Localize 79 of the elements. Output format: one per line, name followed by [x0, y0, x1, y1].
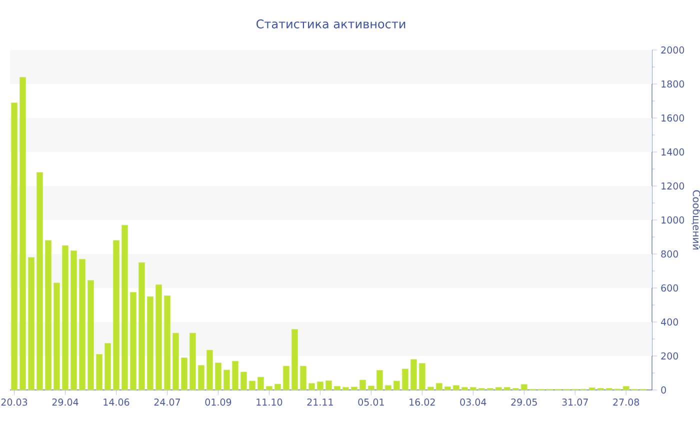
bar: [300, 366, 306, 390]
bar: [266, 386, 272, 390]
bar: [104, 343, 111, 390]
bar: [444, 386, 451, 390]
x-tick-label: 21.11: [307, 398, 333, 406]
x-tick-label: 24.07: [154, 398, 180, 406]
bar: [325, 380, 332, 390]
x-tick-label: 29.05: [511, 398, 537, 406]
bar: [53, 282, 60, 390]
bar: [308, 383, 315, 390]
bar: [172, 332, 179, 390]
bar: [248, 380, 256, 390]
bar: [384, 385, 392, 390]
bar: [410, 359, 417, 390]
bar: [436, 382, 442, 390]
bar: [240, 372, 247, 390]
bar: [112, 240, 120, 390]
y-tick-label: 1800: [662, 80, 684, 88]
bar: [334, 386, 340, 390]
bar: [316, 381, 324, 390]
y-tick-label: 1400: [662, 148, 684, 156]
y-tick-label: 400: [661, 318, 678, 326]
x-tick-label: 29.04: [52, 398, 78, 406]
y-tick-label: 2000: [661, 46, 684, 54]
bar: [214, 362, 222, 390]
bar: [96, 354, 102, 390]
bar: [155, 284, 162, 390]
bar: [418, 363, 426, 390]
x-tick-label: 16.02: [410, 398, 435, 406]
bar: [291, 329, 298, 390]
bar: [180, 357, 188, 390]
bar: [376, 370, 383, 390]
bar: [257, 376, 264, 390]
y-tick-label: 1200: [662, 182, 684, 190]
bar: [36, 172, 44, 390]
x-tick-label: 27.08: [613, 398, 640, 406]
x-tick-label: 11.10: [256, 398, 282, 406]
bar: [20, 76, 26, 390]
y-tick-label: 1000: [662, 216, 684, 224]
bar: [28, 257, 35, 390]
x-tick-label: 03.04: [460, 398, 486, 406]
bar: [342, 387, 349, 390]
bar: [274, 384, 281, 390]
x-tick-label: 01.09: [205, 398, 232, 406]
bar: [282, 366, 290, 390]
bar: [223, 370, 230, 390]
bar: [62, 245, 69, 390]
bar: [368, 386, 374, 390]
bar: [138, 262, 145, 390]
bar: [393, 380, 400, 390]
bar: [164, 295, 170, 390]
y-tick-label: 600: [661, 284, 678, 292]
bar: [427, 386, 434, 390]
x-tick-label: 20.03: [1, 398, 28, 406]
bar: [11, 102, 18, 390]
bar: [146, 296, 154, 390]
x-tick-label: 31.07: [562, 398, 588, 406]
bar: [461, 387, 468, 390]
bar: [198, 365, 204, 390]
y-tick-label: 200: [661, 352, 678, 360]
bar: [87, 280, 94, 390]
bar: [189, 332, 196, 390]
bar: [452, 385, 460, 390]
y-tick-label: 0: [661, 386, 666, 394]
y-tick-label: 1600: [662, 114, 684, 122]
bar: [402, 368, 408, 390]
x-tick-label: 05.01: [358, 398, 384, 406]
bar: [130, 292, 136, 390]
bar: [232, 360, 238, 390]
bar: [359, 380, 366, 390]
bar: [121, 224, 128, 390]
y-tick-label: 800: [661, 250, 678, 258]
bar: [70, 250, 78, 390]
bar: [206, 350, 213, 390]
bar: [78, 258, 86, 390]
x-tick-label: 14.06: [104, 398, 130, 406]
bar: [44, 240, 52, 390]
chart-title: Статистика активности: [256, 19, 406, 28]
bar: [350, 386, 358, 390]
